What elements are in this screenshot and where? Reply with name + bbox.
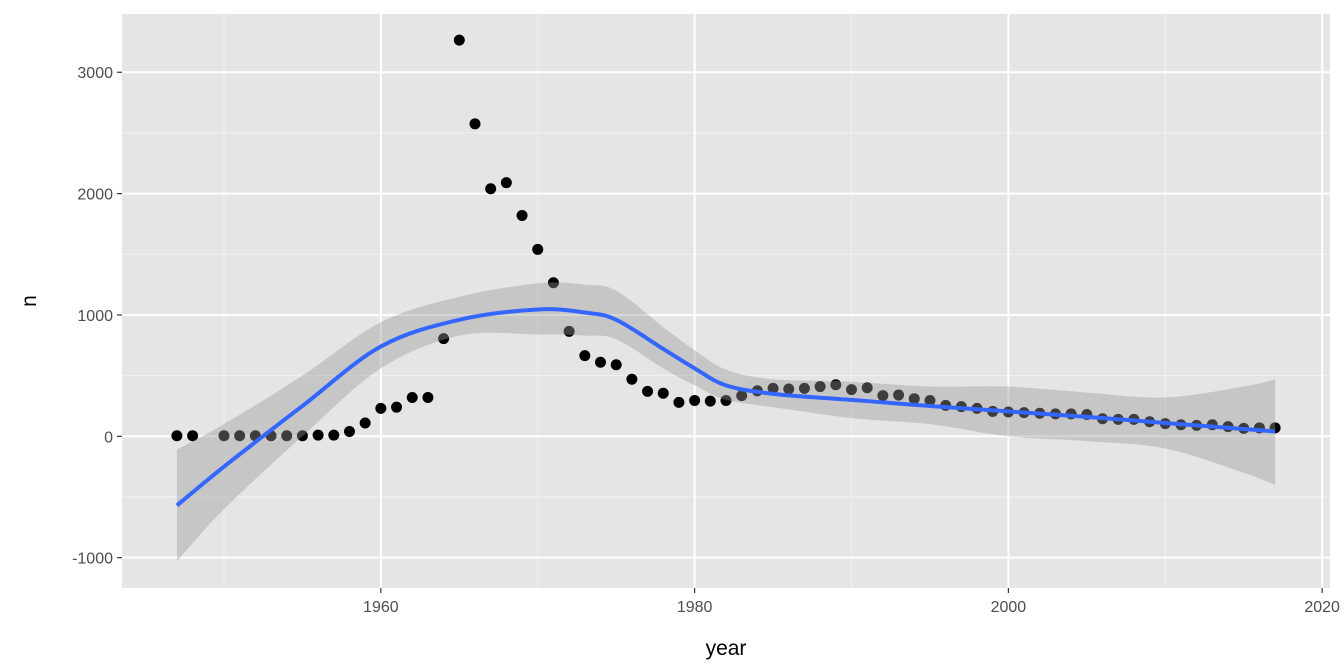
data-point — [673, 396, 685, 408]
x-axis-title: year — [706, 637, 747, 660]
smooth-layer — [175, 282, 1276, 562]
x-tick-label: 1980 — [677, 599, 713, 616]
smooth-line — [175, 307, 1276, 508]
data-point — [704, 395, 716, 407]
y-axis-title: n — [18, 295, 41, 307]
data-point — [516, 209, 528, 221]
data-point — [767, 382, 779, 394]
x-tick-label: 2020 — [1304, 599, 1340, 616]
data-points — [171, 34, 1281, 442]
data-point — [594, 356, 606, 368]
data-point — [187, 430, 199, 442]
data-point — [657, 387, 669, 399]
data-point — [563, 325, 575, 337]
data-point — [579, 350, 591, 362]
data-point — [343, 425, 355, 437]
data-point — [328, 429, 340, 441]
confidence-ribbon — [176, 282, 1276, 562]
data-point — [422, 391, 434, 403]
data-point — [908, 393, 920, 405]
y-tick-label: 3000 — [77, 65, 113, 82]
y-axis: -1000 0 1000 2000 3000 — [72, 65, 122, 568]
data-point — [359, 417, 371, 429]
plot-panel — [122, 14, 1330, 588]
data-point — [877, 390, 889, 402]
data-point — [846, 384, 858, 396]
data-point — [610, 359, 622, 371]
x-tick-label: 2000 — [991, 599, 1027, 616]
grid-minor — [122, 14, 1330, 588]
data-point — [281, 430, 293, 442]
data-point — [689, 395, 701, 407]
data-point — [469, 118, 481, 130]
data-point — [924, 395, 936, 407]
data-point — [438, 333, 450, 345]
y-tick-label: 0 — [104, 429, 113, 446]
data-point — [893, 389, 905, 401]
data-point — [312, 429, 324, 441]
data-point — [814, 381, 826, 393]
x-tick-label: 1960 — [363, 599, 399, 616]
data-point — [218, 430, 230, 442]
data-point — [375, 402, 387, 414]
data-point — [391, 401, 403, 413]
data-point — [485, 183, 497, 195]
data-point — [234, 430, 246, 442]
data-point — [830, 379, 842, 391]
data-point — [547, 277, 559, 289]
data-point — [736, 390, 748, 402]
data-point — [406, 391, 418, 403]
data-point — [500, 177, 512, 189]
data-point — [171, 430, 183, 442]
data-point — [532, 243, 544, 255]
y-tick-label: 1000 — [77, 308, 113, 325]
data-point — [720, 395, 732, 407]
data-point — [453, 34, 465, 46]
y-tick-label: 2000 — [77, 187, 113, 204]
data-point — [798, 382, 810, 394]
y-tick-label: -1000 — [72, 551, 113, 568]
data-point — [296, 430, 308, 442]
data-point — [626, 373, 638, 385]
data-point — [861, 382, 873, 394]
data-point — [642, 385, 654, 397]
data-point — [783, 383, 795, 395]
x-axis: 1960 1980 2000 2020 — [363, 588, 1340, 616]
